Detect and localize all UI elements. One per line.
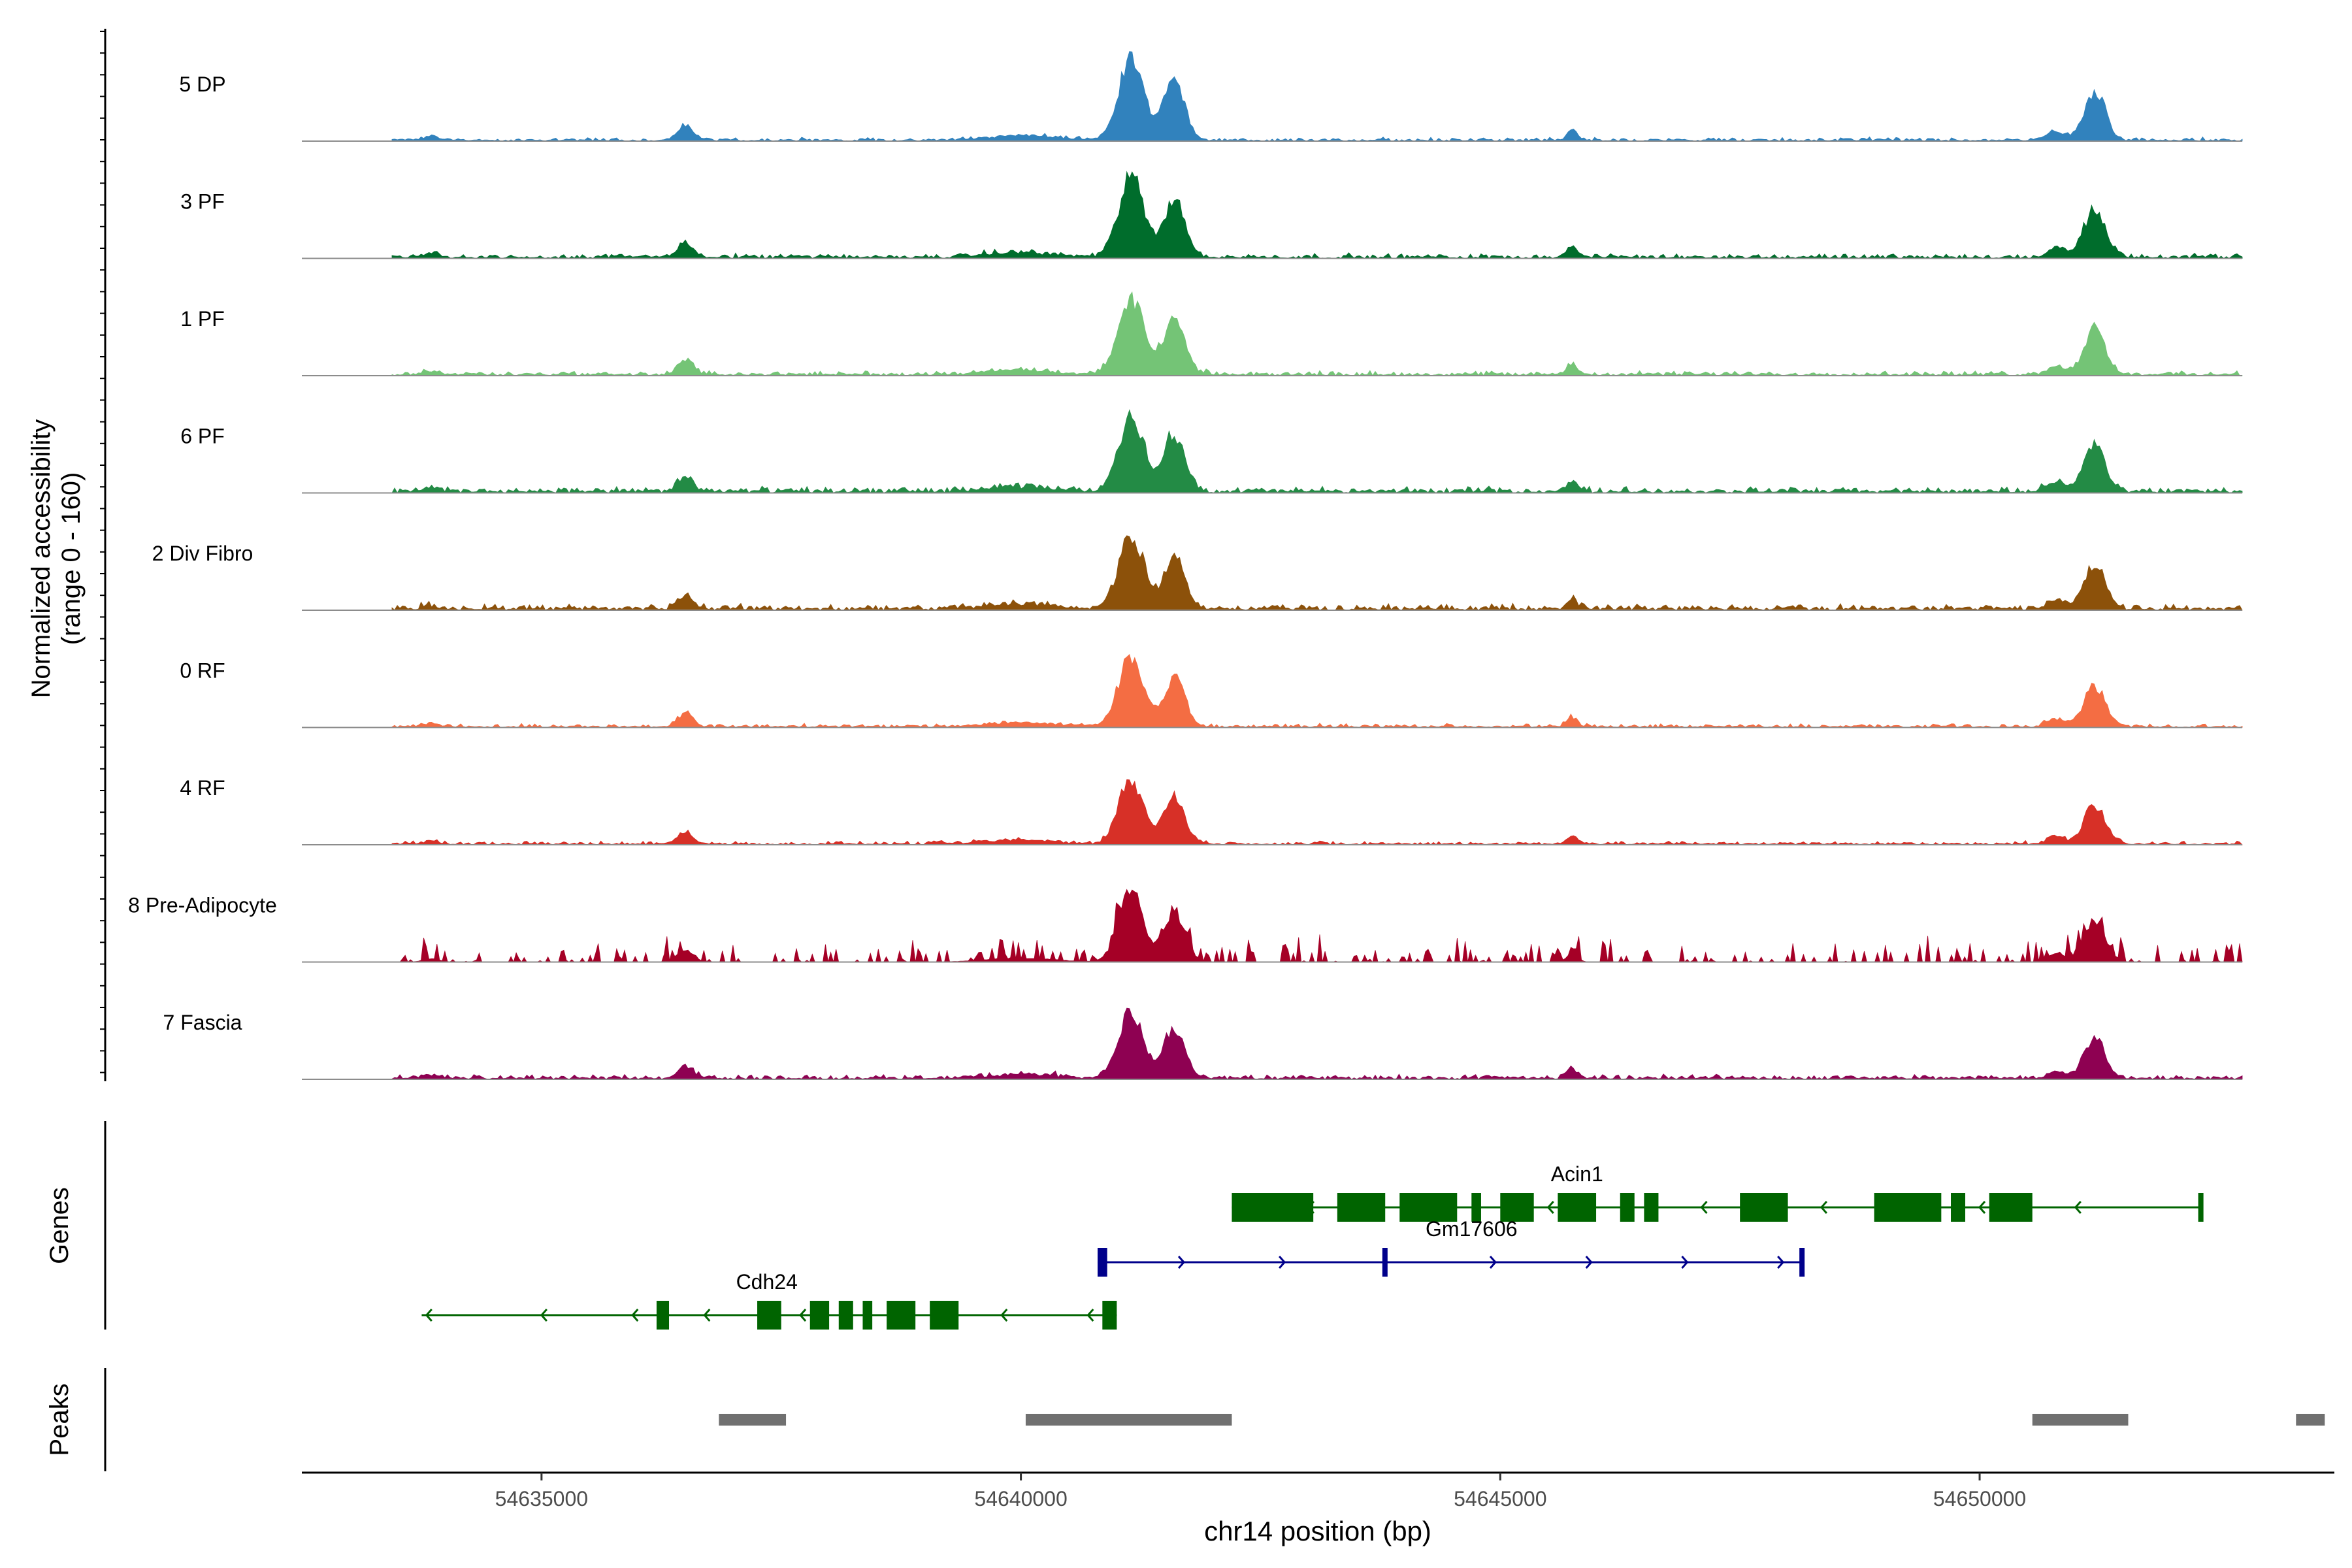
track-coverage-area [392, 889, 2243, 964]
peak-region [719, 1414, 787, 1426]
gene-strand-arrow [425, 1309, 433, 1322]
gene-exon [656, 1301, 670, 1330]
track-label: 6 PF [180, 425, 225, 448]
gene-label: Acin1 [1551, 1162, 1603, 1186]
gene-exon [1644, 1193, 1659, 1222]
peak-region [2296, 1414, 2325, 1426]
gene-exon [2198, 1193, 2204, 1222]
gene-strand-arrow [1489, 1256, 1497, 1269]
gene-gm17606: Gm17606 [1097, 1217, 1805, 1277]
track-5-dp: 5 DP [179, 51, 2243, 142]
track-7-fascia: 7 Fascia [163, 1007, 2243, 1080]
track-label: 4 RF [180, 776, 225, 800]
track-label: 7 Fascia [163, 1011, 242, 1034]
coverage-y-label-line1: Normalized accessibility [27, 419, 56, 698]
coverage-tracks: 5 DP 3 PF 1 PF 6 PF 2 Div Fibro 0 RF 4 RF 8 Pre… [128, 51, 2243, 1080]
track-4-rf: 4 RF [180, 776, 2243, 845]
peaks-track [719, 1414, 2325, 1426]
track-6-pf: 6 PF [180, 409, 2243, 494]
gene-exon [1097, 1248, 1107, 1277]
gene-strand-arrow [631, 1309, 639, 1322]
x-tick-label: 54645000 [1454, 1487, 1546, 1511]
track-coverage-area [391, 535, 2243, 611]
genes-y-label: Genes [45, 1187, 74, 1264]
gene-exon [1799, 1248, 1805, 1277]
gene-exon [1232, 1193, 1314, 1222]
gene-exon [1620, 1193, 1635, 1222]
x-tick-label: 54650000 [1933, 1487, 2026, 1511]
track-label: 5 DP [179, 73, 225, 96]
track-coverage-area [391, 779, 2243, 845]
track-coverage-area [391, 291, 2243, 376]
gene-exon [1337, 1193, 1386, 1222]
gene-exon [887, 1301, 916, 1330]
track-coverage-area [391, 1007, 2243, 1080]
x-tick-label: 54635000 [495, 1487, 588, 1511]
gene-label: Cdh24 [736, 1270, 798, 1294]
track-0-rf: 0 RF [180, 653, 2243, 728]
gene-strand-arrow [1307, 1201, 1315, 1214]
track-coverage-area [391, 653, 2243, 728]
x-axis-label: chr14 position (bp) [1204, 1516, 1431, 1546]
gene-strand-arrow [1086, 1309, 1094, 1322]
peak-region [1025, 1414, 1232, 1426]
track-8-pre-adipocyte: 8 Pre-Adipocyte [128, 889, 2243, 964]
gene-exon [1471, 1193, 1481, 1222]
gene-strand-arrow [1820, 1201, 1828, 1214]
gene-strand-arrow [703, 1309, 711, 1322]
gene-exon [757, 1301, 781, 1330]
gene-exon [1500, 1193, 1534, 1222]
gene-strand-arrow [1777, 1256, 1785, 1269]
gene-exon [930, 1301, 959, 1330]
track-label: 0 RF [180, 659, 225, 683]
gene-strand-arrow [799, 1309, 807, 1322]
x-tick-label: 54640000 [974, 1487, 1067, 1511]
gene-exon [1740, 1193, 1788, 1222]
gene-strand-arrow [1681, 1256, 1689, 1269]
coverage-y-label-line2: (range 0 - 160) [57, 472, 86, 645]
gene-strand-arrow [1177, 1256, 1186, 1269]
gene-strand-arrow [1000, 1309, 1008, 1322]
gene-exon [1382, 1248, 1388, 1277]
peak-region [2032, 1414, 2129, 1426]
gene-exon [838, 1301, 853, 1330]
gene-cdh24: Cdh24 [421, 1270, 1117, 1330]
track-label: 8 Pre-Adipocyte [128, 894, 277, 917]
track-label: 2 Div Fibro [152, 542, 253, 565]
gene-exon [1102, 1301, 1117, 1330]
gene-strand-arrow [540, 1309, 547, 1322]
x-axis-ticks: 54635000 54640000 54645000 54650000 [495, 1473, 2026, 1511]
track-coverage-area [391, 171, 2243, 259]
track-label: 3 PF [180, 190, 225, 214]
track-3-pf: 3 PF [180, 171, 2243, 259]
gene-exon [1874, 1193, 1942, 1222]
track-2-div-fibro: 2 Div Fibro [152, 535, 2243, 611]
gene-exon [1989, 1193, 2033, 1222]
gene-strand-arrow [1279, 1256, 1286, 1269]
gene-acin1: Acin1 [1232, 1162, 2204, 1222]
gene-exon [809, 1301, 830, 1330]
track-label: 1 PF [180, 307, 225, 331]
track-coverage-area [391, 51, 2243, 142]
coverage-y-axis-ticks [100, 31, 105, 1073]
gene-strand-arrow [1546, 1201, 1554, 1214]
gene-strand-arrow [1978, 1201, 1986, 1214]
track-1-pf: 1 PF [180, 291, 2243, 376]
gene-exon [1558, 1193, 1597, 1222]
track-coverage-area [391, 409, 2243, 494]
gene-strand-arrow [1911, 1201, 1919, 1214]
gene-label: Gm17606 [1426, 1217, 1518, 1241]
gene-strand-arrow [1700, 1201, 1708, 1214]
gene-exon [1399, 1193, 1458, 1222]
gene-strand-arrow [1585, 1256, 1593, 1269]
gene-strand-arrow [2074, 1201, 2082, 1214]
gene-exon [862, 1301, 873, 1330]
gene-exon [1951, 1193, 1966, 1222]
genes-track: Acin1 Gm17606 Cdh24 [421, 1162, 2204, 1330]
peaks-y-label: Peaks [45, 1383, 74, 1456]
